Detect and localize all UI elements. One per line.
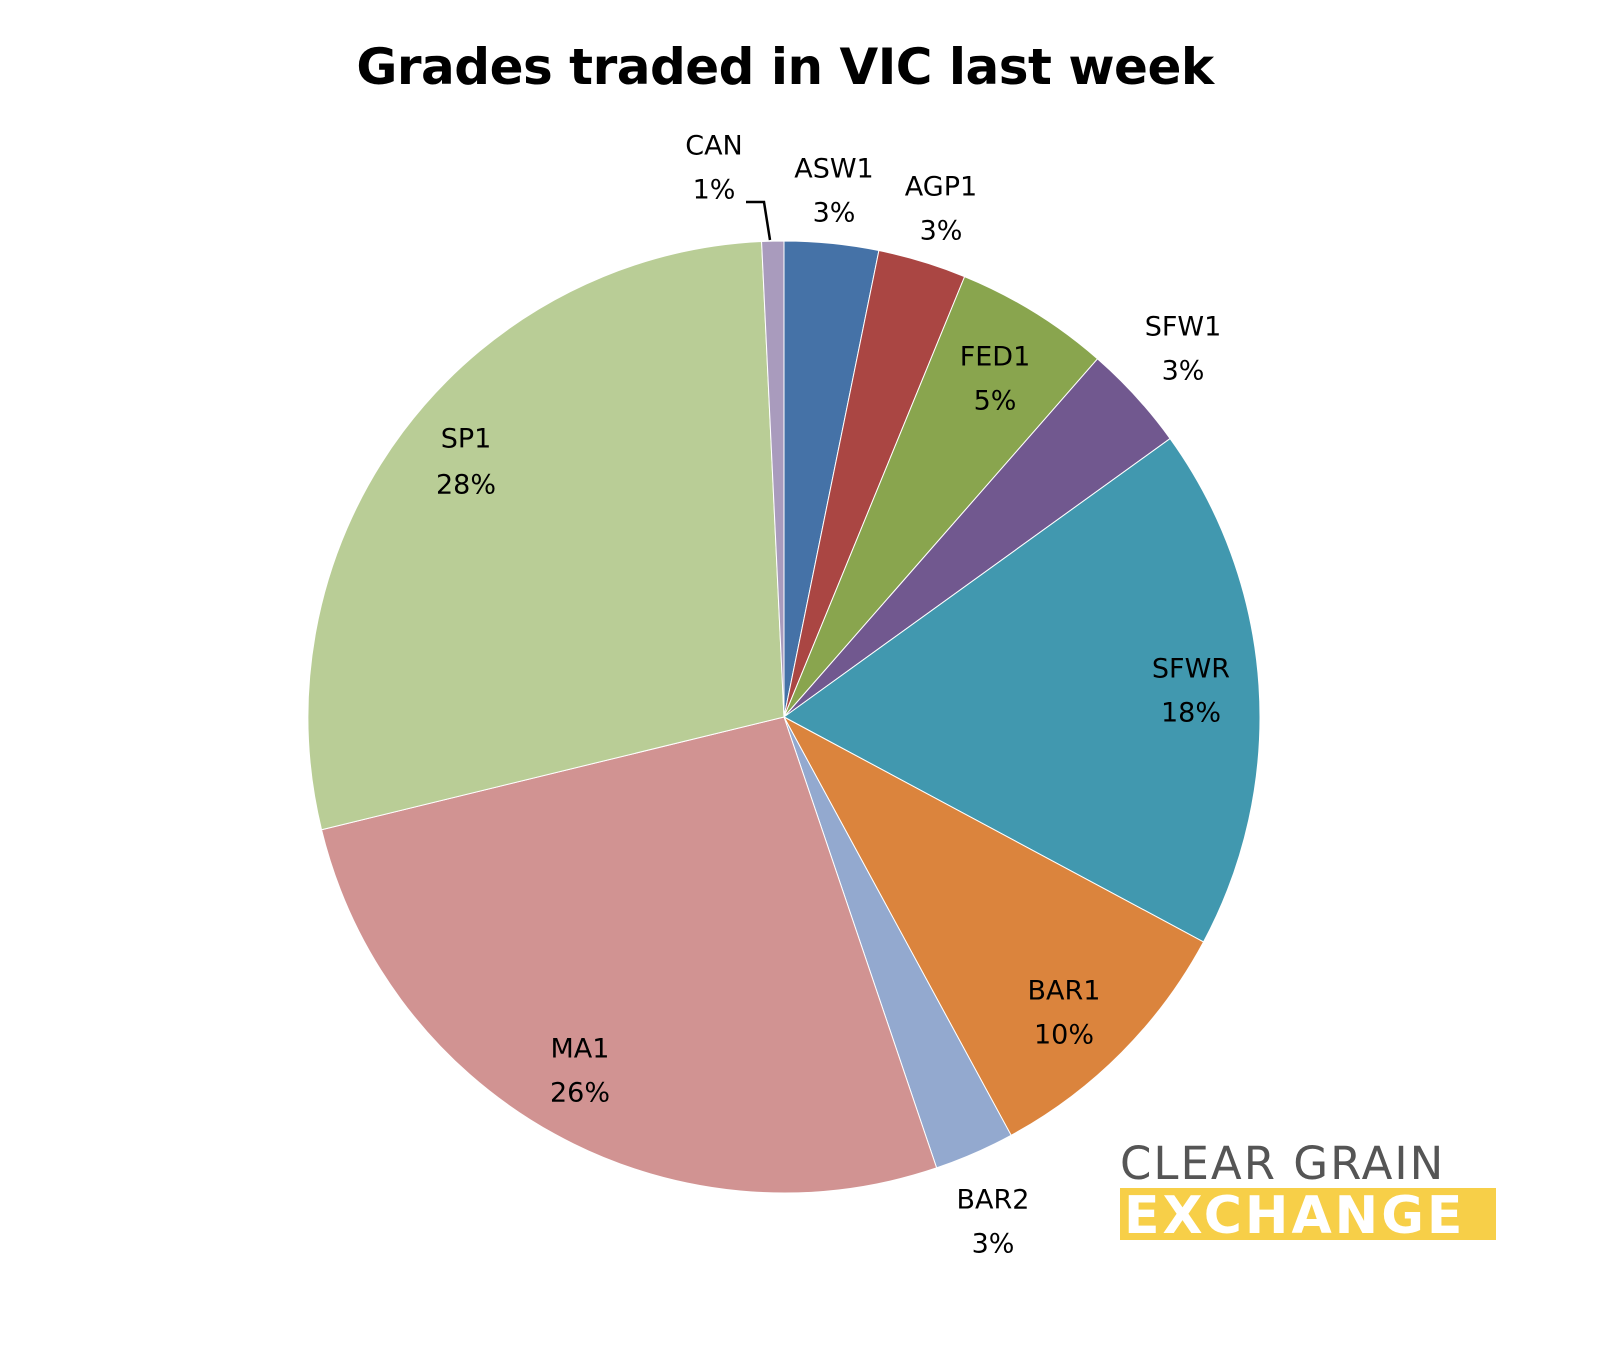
pie-slice-sfwr bbox=[783, 437, 1261, 943]
pie-slice-bar1 bbox=[782, 715, 1205, 1136]
slice-label-percent: 1% bbox=[693, 175, 736, 206]
pie-slice-ma1 bbox=[320, 716, 938, 1194]
slice-label-name: MA1 bbox=[551, 1034, 610, 1065]
slice-label-name: SFW1 bbox=[1145, 312, 1222, 343]
pie-slice-sp1 bbox=[307, 241, 785, 831]
slice-label-percent: 26% bbox=[550, 1078, 610, 1109]
slice-label-name: SFWR bbox=[1152, 654, 1230, 685]
slice-label-percent: 28% bbox=[436, 470, 496, 501]
slice-label-name: BAR2 bbox=[957, 1185, 1030, 1216]
slice-label-percent: 5% bbox=[974, 386, 1017, 417]
slice-label-percent: 3% bbox=[920, 216, 963, 247]
slice-label-percent: 3% bbox=[972, 1229, 1015, 1260]
slice-label-percent: 18% bbox=[1161, 698, 1221, 729]
slice-label-percent: 10% bbox=[1034, 1020, 1094, 1051]
slice-label-name: FED1 bbox=[960, 342, 1031, 373]
slice-label-percent: 3% bbox=[813, 198, 856, 229]
chart-title: Grades traded in VIC last week bbox=[356, 38, 1214, 96]
pie-slice-fed1 bbox=[783, 275, 1099, 718]
slice-label-name: ASW1 bbox=[794, 154, 873, 185]
slice-label-name: BAR1 bbox=[1028, 976, 1101, 1007]
can-leader-line bbox=[746, 200, 772, 241]
slice-label-name: SP1 bbox=[441, 424, 492, 455]
slice-label-name: AGP1 bbox=[905, 172, 977, 203]
slice-label-percent: 3% bbox=[1162, 356, 1205, 387]
pie-slice-can bbox=[761, 240, 785, 718]
slice-label-name: CAN bbox=[685, 131, 743, 162]
clear-grain-exchange-logo: CLEAR GRAIN EXCHANGE bbox=[1120, 1140, 1496, 1240]
